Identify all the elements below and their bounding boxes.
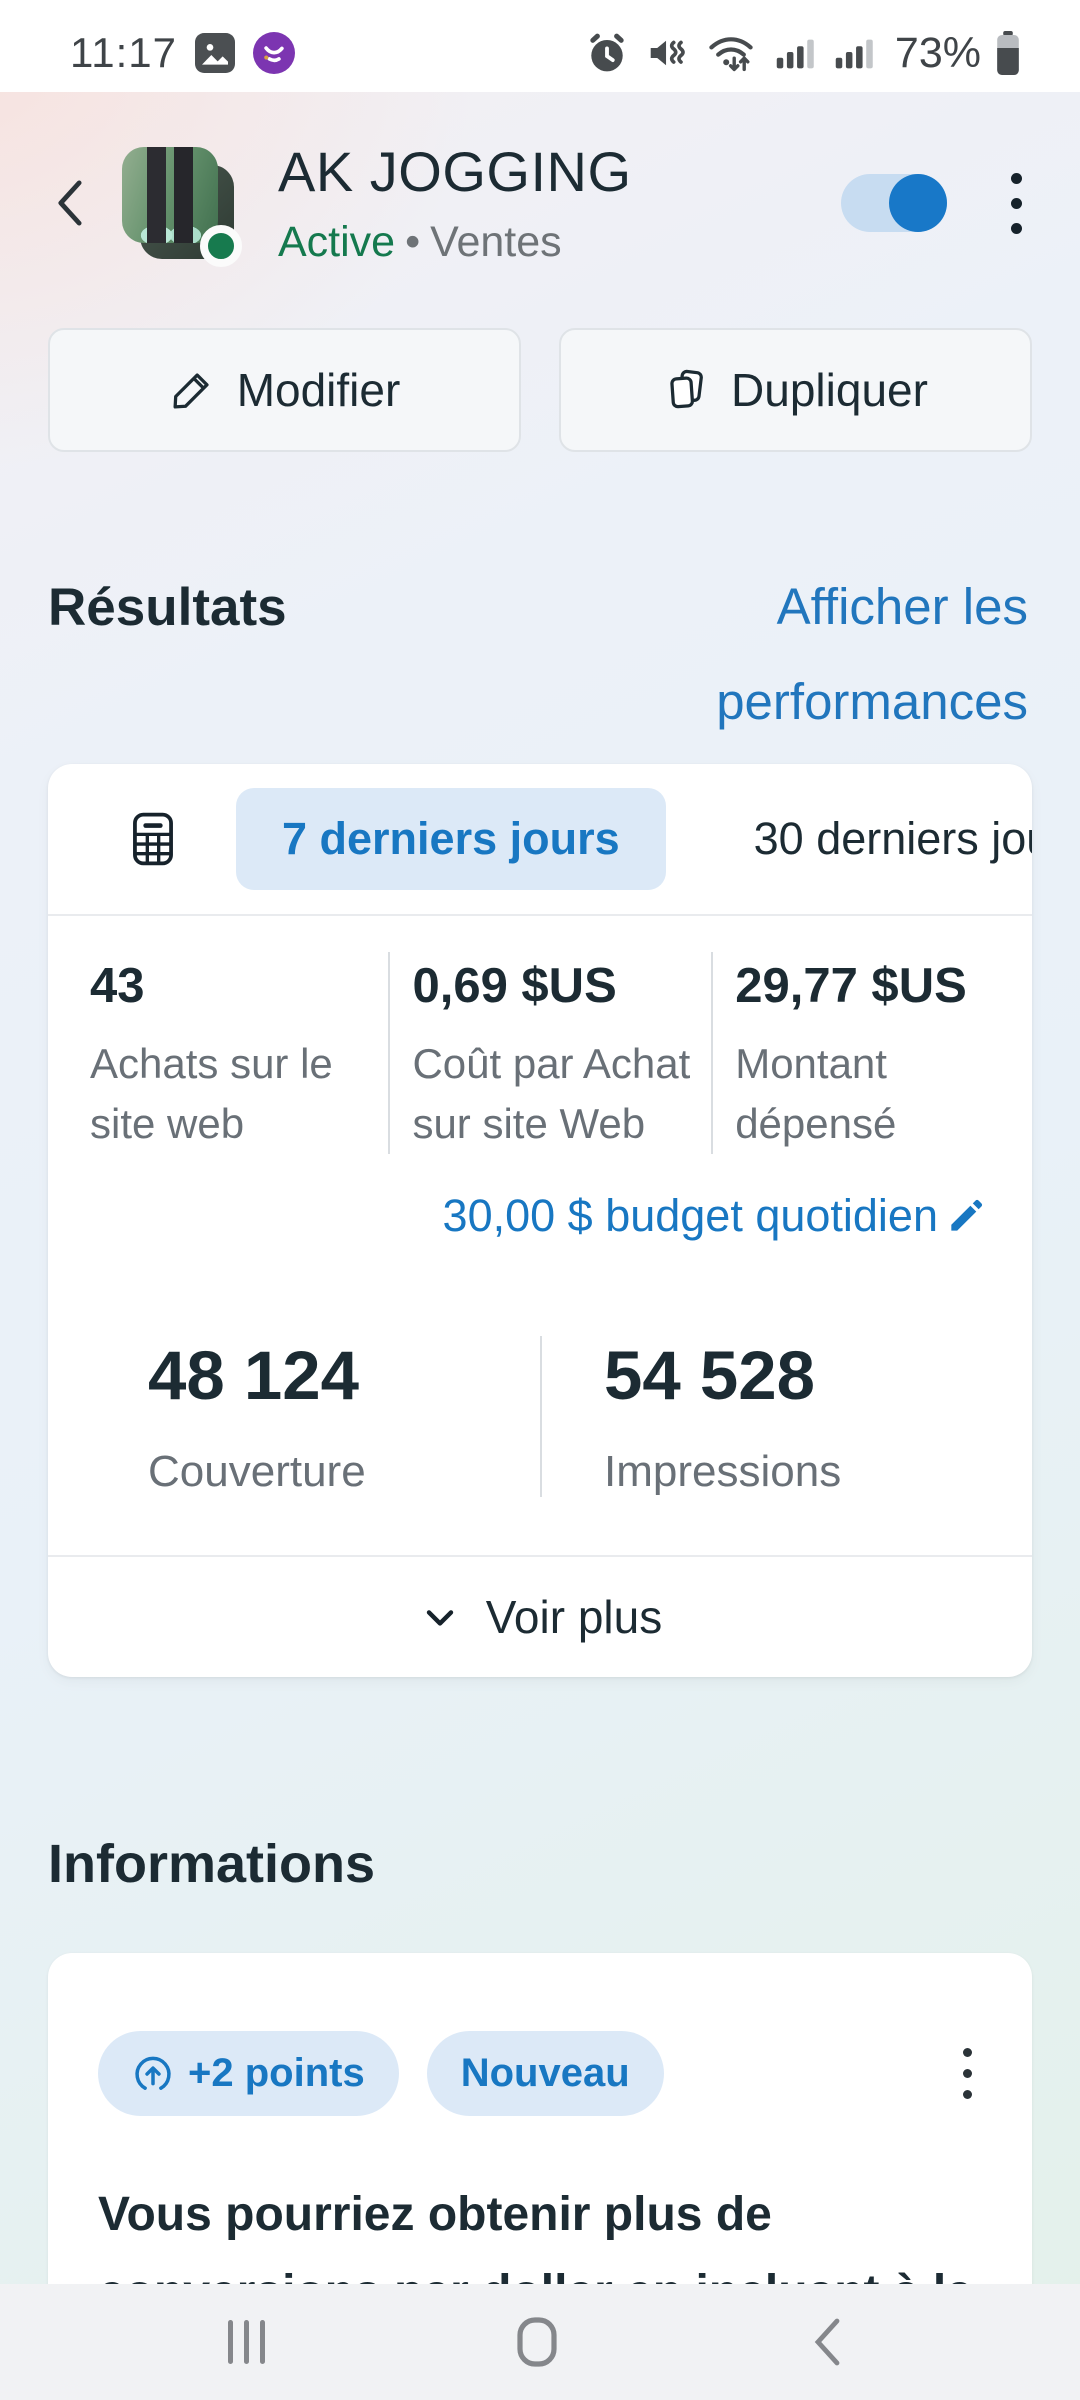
- status-bar: 11:17 73%: [0, 0, 1080, 92]
- duplicate-icon: [670, 369, 703, 409]
- new-badge: Nouveau: [426, 2031, 664, 2117]
- clock-time: 11:17: [70, 29, 177, 76]
- see-more-button[interactable]: Voir plus: [48, 1554, 1032, 1677]
- duplicate-button-label: Dupliquer: [731, 364, 928, 416]
- results-section-header: Résultats Afficher les performances: [0, 560, 1080, 750]
- chevron-down-icon: [426, 1610, 453, 1626]
- metric-cost-per-purchase: 0,69 $US Coût par Achat sur site Web: [388, 951, 711, 1154]
- points-badge: +2 points: [98, 2031, 399, 2117]
- metric-value: 48 124: [148, 1336, 360, 1414]
- pencil-icon: [173, 373, 209, 409]
- home-button[interactable]: [513, 2314, 561, 2370]
- edit-button-label: Modifier: [236, 364, 401, 416]
- daily-budget-label: 30,00 $ budget quotidien: [442, 1189, 938, 1241]
- back-nav-button[interactable]: [809, 2316, 845, 2368]
- battery-percent: 73%: [894, 28, 981, 77]
- notification-app-icon: [253, 32, 295, 74]
- ad-thumbnail-image: [122, 147, 218, 243]
- metric-value: 43: [90, 958, 145, 1013]
- active-status-dot: [200, 225, 242, 267]
- battery-icon: [997, 31, 1019, 75]
- duplicate-button[interactable]: Dupliquer: [559, 328, 1032, 452]
- home-icon: [517, 2317, 557, 2367]
- date-range-tabs: 7 derniers jours 30 derniers jours: [48, 764, 1032, 916]
- back-nav-icon: [814, 2318, 840, 2366]
- metric-label: Montant dépensé: [735, 1039, 897, 1147]
- metric-label: Coût par Achat sur site Web: [412, 1039, 691, 1147]
- insight-menu-button[interactable]: [953, 2044, 982, 2103]
- results-heading: Résultats: [48, 578, 287, 637]
- campaign-objective: Ventes: [430, 218, 562, 266]
- metric-label: Couverture: [148, 1446, 366, 1496]
- action-buttons-row: Modifier Dupliquer: [0, 328, 1080, 452]
- points-badge-label: +2 points: [188, 2051, 365, 2096]
- secondary-metrics-row: 48 124 Couverture 54 528 Impressions: [48, 1284, 1032, 1555]
- signal-icon: [776, 39, 814, 69]
- campaign-title: AK JOGGING: [278, 140, 632, 203]
- calculator-icon: [133, 812, 173, 865]
- primary-metrics-row: 43 Achats sur le site web 0,69 $US Coût …: [48, 916, 1032, 1180]
- subtitle-separator: •: [405, 218, 421, 266]
- toggle-knob: [889, 174, 947, 232]
- metric-purchases: 43 Achats sur le site web: [48, 952, 388, 1154]
- recents-button[interactable]: [228, 2320, 265, 2364]
- budget-row: 30,00 $ budget quotidien: [48, 1180, 1032, 1284]
- wifi-icon: [709, 37, 753, 72]
- campaign-active-toggle[interactable]: [841, 174, 947, 232]
- edit-pencil-icon: [951, 1199, 983, 1231]
- back-button[interactable]: [48, 173, 96, 233]
- chevron-left-icon: [58, 180, 82, 226]
- tab-last-7-days[interactable]: 7 derniers jours: [236, 787, 666, 890]
- gallery-icon: [195, 33, 235, 73]
- metric-impressions: 54 528 Impressions: [540, 1335, 1032, 1497]
- insight-card: +2 points Nouveau Vous pourriez obtenir …: [48, 1953, 1032, 2316]
- metric-label: Impressions: [604, 1446, 842, 1496]
- alarm-icon: [590, 33, 624, 72]
- campaign-subtitle: Active • Ventes: [278, 218, 632, 267]
- signal-icon: [835, 39, 873, 69]
- metric-amount-spent: 29,77 $US Montant dépensé: [711, 951, 1032, 1154]
- daily-budget-link[interactable]: 30,00 $ budget quotidien: [443, 1190, 988, 1242]
- header-menu-button[interactable]: [1005, 167, 1028, 240]
- show-performance-link[interactable]: Afficher les performances: [716, 578, 1028, 730]
- system-navigation-bar: [0, 2284, 1080, 2400]
- sound-vibrate-off-icon: [650, 40, 685, 66]
- insights-heading: Informations: [48, 1833, 376, 1894]
- metric-value: 29,77 $US: [735, 958, 967, 1013]
- arrow-up-circle-icon: [135, 2056, 171, 2090]
- metric-value: 0,69 $US: [412, 958, 617, 1013]
- insight-badges-row: +2 points Nouveau: [98, 2031, 982, 2117]
- campaign-header: AK JOGGING Active • Ventes: [0, 108, 1080, 298]
- results-card: 7 derniers jours 30 derniers jours 43 Ac…: [48, 763, 1032, 1677]
- ad-thumbnail[interactable]: [122, 147, 242, 267]
- campaign-status: Active: [278, 218, 396, 266]
- see-more-label: Voir plus: [485, 1590, 663, 1643]
- metric-value: 54 528: [604, 1336, 816, 1414]
- breakdown-button[interactable]: [132, 811, 174, 867]
- edit-button[interactable]: Modifier: [48, 328, 521, 452]
- metric-reach: 48 124 Couverture: [48, 1336, 540, 1497]
- tab-last-30-days[interactable]: 30 derniers jours: [753, 812, 1032, 864]
- metric-label: Achats sur le site web: [90, 1039, 333, 1147]
- recents-icon: [228, 2320, 233, 2364]
